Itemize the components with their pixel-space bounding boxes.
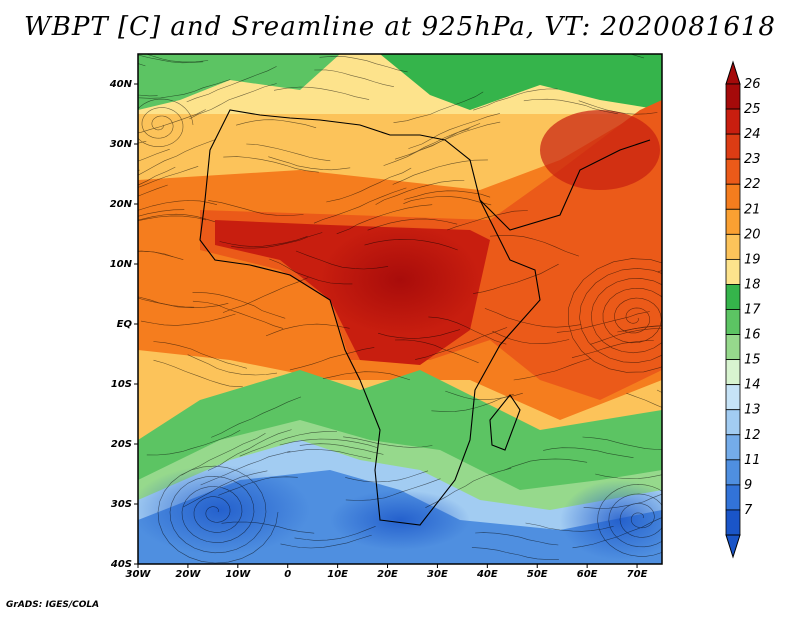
lon-tick-label: 70E xyxy=(627,569,648,580)
colorbar-swatch xyxy=(725,459,741,486)
colorbar-label: 11 xyxy=(744,453,761,468)
latitude-axis: 40N 30N 20N 10N EQ 10S 20S 30S 40S xyxy=(109,79,138,570)
colorbar-swatch xyxy=(725,183,741,210)
colorbar-label: 26 xyxy=(744,77,761,92)
colorbar-label: 23 xyxy=(744,152,761,167)
colorbar-top-arrow xyxy=(725,60,741,85)
colorbar-swatch xyxy=(725,108,741,135)
colorbar-label: 13 xyxy=(744,403,761,418)
colorbar-label: 25 xyxy=(744,102,761,117)
coastlines xyxy=(199,109,651,526)
colorbar-swatch xyxy=(725,484,741,511)
colorbar-swatch xyxy=(725,258,741,285)
colorbar-label: 9 xyxy=(744,478,752,493)
lon-tick-label: 20W xyxy=(175,569,201,580)
colorbar-swatch xyxy=(725,83,741,110)
lat-tick-label: 30S xyxy=(111,499,132,510)
wbpt-field xyxy=(138,54,662,564)
longitude-axis: 30W 20W 10W 0 10E 20E 30E 40E 50E 60E 70E xyxy=(126,564,648,580)
colorbar-swatch xyxy=(725,208,741,235)
colorbar-swatch xyxy=(725,309,741,335)
colorbar-label: 14 xyxy=(744,378,761,393)
colorbar-label: 20 xyxy=(744,227,761,242)
colorbar-label: 17 xyxy=(744,303,761,318)
lon-tick-label: 0 xyxy=(284,569,291,580)
map-title: WBPT [C] and Sreamline at 925hPa, VT: 20… xyxy=(24,12,776,42)
lat-tick-label: 20S xyxy=(111,439,132,450)
colorbar-label: 16 xyxy=(744,328,761,343)
lon-tick-label: 10W xyxy=(225,569,251,580)
colorbar-swatch xyxy=(725,384,741,411)
lon-tick-label: 10E xyxy=(327,569,348,580)
colorbar-swatch xyxy=(725,133,741,160)
lon-tick-label: 20E xyxy=(377,569,398,580)
lat-tick-label: 10S xyxy=(111,379,132,390)
lat-tick-label: 20N xyxy=(110,199,133,210)
colorbar-swatch xyxy=(725,509,741,536)
lon-tick-label: 40E xyxy=(476,569,498,580)
lon-tick-label: 50E xyxy=(527,569,548,580)
colorbar: 26 25 24 23 22 21 20 19 18 17 16 15 14 13 12 11 9 7 xyxy=(725,60,761,559)
colorbar-swatch xyxy=(725,359,741,386)
colorbar-swatch xyxy=(725,284,741,310)
footer-credit: GrADS: IGES/COLA xyxy=(6,600,100,610)
colorbar-swatch xyxy=(725,434,741,461)
lat-tick-label: 30N xyxy=(110,139,133,150)
colorbar-swatch xyxy=(725,409,741,436)
lon-tick-label: 30W xyxy=(126,569,152,580)
lat-tick-label: EQ xyxy=(117,319,133,330)
colorbar-label: 24 xyxy=(744,127,761,142)
lat-tick-label: 40N xyxy=(109,79,133,90)
lat-tick-label: 10N xyxy=(110,259,133,270)
lon-tick-label: 30E xyxy=(427,569,448,580)
colorbar-label: 21 xyxy=(744,202,761,217)
lat-tick-label: 40S xyxy=(110,559,132,570)
colorbar-label: 12 xyxy=(744,428,761,443)
colorbar-label: 22 xyxy=(744,177,761,192)
colorbar-swatch xyxy=(725,158,741,185)
colorbar-label: 7 xyxy=(744,503,753,518)
colorbar-label: 15 xyxy=(744,353,761,368)
colorbar-label: 18 xyxy=(744,277,761,292)
lon-tick-label: 60E xyxy=(577,569,598,580)
colorbar-swatch xyxy=(725,334,741,361)
colorbar-swatch xyxy=(725,233,741,260)
colorbar-label: 19 xyxy=(744,252,761,267)
colorbar-bottom-arrow xyxy=(725,534,741,559)
map-frame xyxy=(137,53,663,565)
